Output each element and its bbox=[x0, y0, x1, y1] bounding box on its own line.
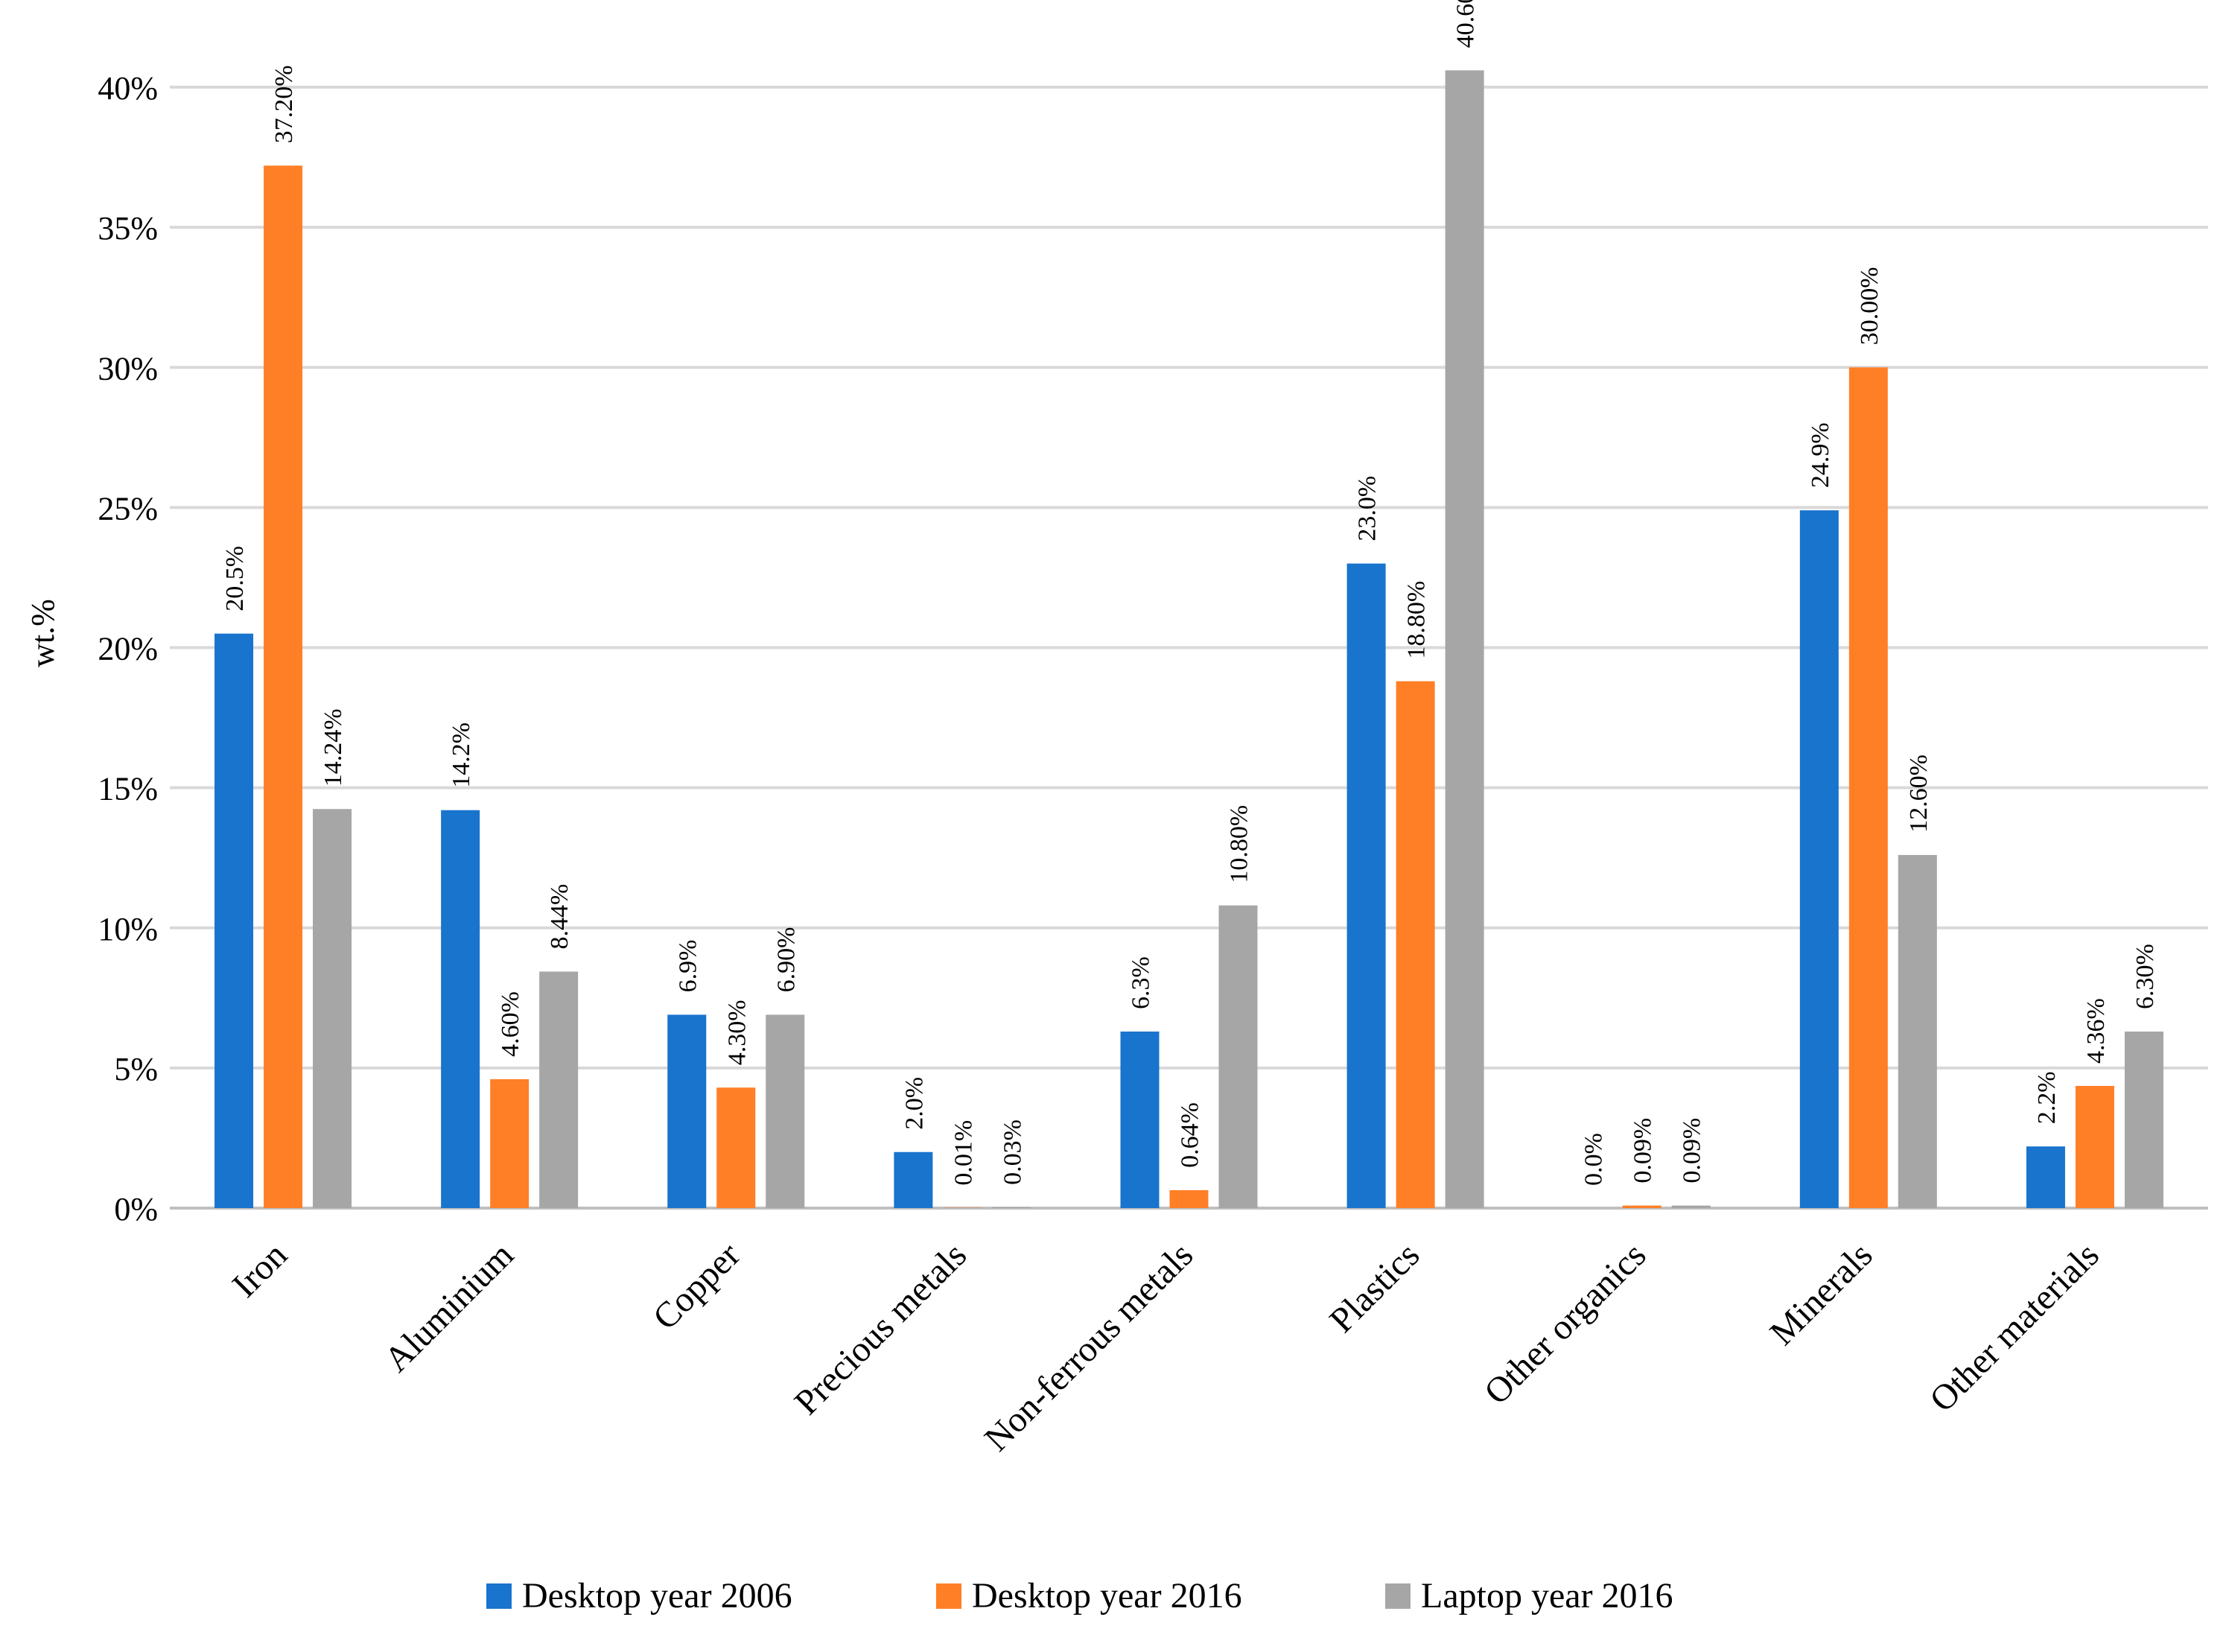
bar bbox=[1898, 854, 1937, 1208]
legend-label: Desktop year 2006 bbox=[522, 1576, 792, 1616]
y-tick-label: 5% bbox=[114, 1051, 158, 1087]
bar bbox=[1120, 1031, 1160, 1208]
data-label: 2.0% bbox=[900, 1077, 928, 1130]
data-label: 2.2% bbox=[2033, 1071, 2061, 1124]
y-tick-label: 40% bbox=[98, 70, 158, 107]
data-label: 30.00% bbox=[1856, 267, 1883, 345]
legend-label: Laptop year 2016 bbox=[1421, 1576, 1673, 1616]
legend-label: Desktop year 2016 bbox=[972, 1576, 1242, 1616]
bar bbox=[992, 1207, 1031, 1208]
x-category-label: Minerals bbox=[1762, 1235, 1880, 1353]
data-label: 8.44% bbox=[546, 884, 573, 950]
data-label: 23.0% bbox=[1354, 476, 1381, 541]
data-label: 0.09% bbox=[1679, 1118, 1706, 1184]
y-tick-label: 25% bbox=[98, 490, 158, 527]
data-label: 10.80% bbox=[1226, 805, 1253, 883]
y-tick-label: 30% bbox=[98, 350, 158, 387]
bars bbox=[214, 70, 2163, 1209]
data-label: 37.20% bbox=[270, 66, 298, 144]
legend-swatch bbox=[486, 1583, 512, 1609]
bar bbox=[766, 1014, 805, 1208]
bar bbox=[1848, 367, 1888, 1208]
data-label: 18.80% bbox=[1403, 581, 1431, 659]
bar bbox=[264, 165, 303, 1209]
bar bbox=[894, 1151, 933, 1208]
bar bbox=[2026, 1146, 2065, 1208]
bar bbox=[1169, 1189, 1209, 1208]
bar bbox=[1799, 510, 1839, 1208]
x-category-label: Iron bbox=[225, 1235, 295, 1305]
bar bbox=[716, 1087, 756, 1208]
legend: Desktop year 2006 Desktop year 2016 Laptop… bbox=[486, 1576, 1673, 1616]
bar bbox=[2124, 1031, 2163, 1208]
y-axis-label: wt.% bbox=[25, 599, 61, 667]
x-category-label: Other materials bbox=[1922, 1235, 2107, 1420]
bar bbox=[1622, 1205, 1661, 1208]
data-label: 4.30% bbox=[723, 1000, 751, 1065]
y-tick-label: 20% bbox=[98, 631, 158, 667]
bar bbox=[539, 971, 579, 1208]
data-label: 6.9% bbox=[674, 940, 702, 993]
x-axis-categories: Iron Aluminium Copper Precious metals Non-fe… bbox=[225, 1235, 2107, 1458]
x-category-label: Other organics bbox=[1477, 1235, 1654, 1412]
data-label: 24.9% bbox=[1807, 422, 1834, 488]
data-label: 4.36% bbox=[2082, 998, 2110, 1064]
bar bbox=[441, 810, 480, 1208]
data-label: 12.60% bbox=[1905, 754, 1933, 833]
data-label: 6.90% bbox=[772, 927, 800, 993]
legend-swatch bbox=[936, 1583, 961, 1609]
data-label: 0.03% bbox=[999, 1119, 1026, 1185]
x-category-label: Aluminium bbox=[377, 1235, 521, 1379]
data-label: 4.60% bbox=[497, 991, 524, 1057]
bar bbox=[214, 633, 254, 1208]
data-label: 40.60% bbox=[1452, 0, 1480, 48]
data-label: 14.24% bbox=[319, 708, 347, 787]
legend-swatch bbox=[1385, 1583, 1411, 1609]
data-label: 0.64% bbox=[1177, 1102, 1204, 1168]
bar bbox=[1445, 70, 1484, 1208]
bar bbox=[1218, 905, 1258, 1208]
data-label: 6.30% bbox=[2131, 944, 2159, 1009]
x-category-label: Plastics bbox=[1322, 1235, 1427, 1340]
data-label: 0.01% bbox=[950, 1120, 977, 1186]
bar bbox=[2075, 1085, 2114, 1208]
bar bbox=[1671, 1205, 1711, 1208]
y-tick-label: 0% bbox=[114, 1191, 158, 1227]
x-category-label: Precious metals bbox=[787, 1235, 974, 1422]
data-label: 20.5% bbox=[221, 546, 249, 611]
data-label: 14.2% bbox=[448, 722, 475, 788]
bar bbox=[667, 1014, 707, 1208]
y-axis-ticks: 0% 5% 10% 15% 20% 25% 30% 35% 40% bbox=[98, 70, 158, 1227]
x-category-label: Non-ferrous metals bbox=[977, 1235, 1201, 1458]
data-label: 0.0% bbox=[1580, 1133, 1608, 1186]
bar bbox=[313, 809, 352, 1208]
bar bbox=[1396, 681, 1435, 1208]
y-tick-label: 15% bbox=[98, 771, 158, 807]
bar bbox=[1346, 563, 1386, 1208]
gridlines bbox=[170, 86, 2208, 1210]
data-label: 6.3% bbox=[1128, 956, 1155, 1009]
data-labels: 20.5% 37.20% 14.24% 14.2% 4.60% 8.44% 6.9% 4.30… bbox=[221, 0, 2159, 1186]
y-tick-label: 10% bbox=[98, 911, 158, 947]
data-label: 0.09% bbox=[1629, 1118, 1657, 1184]
x-category-label: Copper bbox=[646, 1235, 748, 1337]
y-tick-label: 35% bbox=[98, 210, 158, 247]
bar bbox=[490, 1078, 530, 1208]
